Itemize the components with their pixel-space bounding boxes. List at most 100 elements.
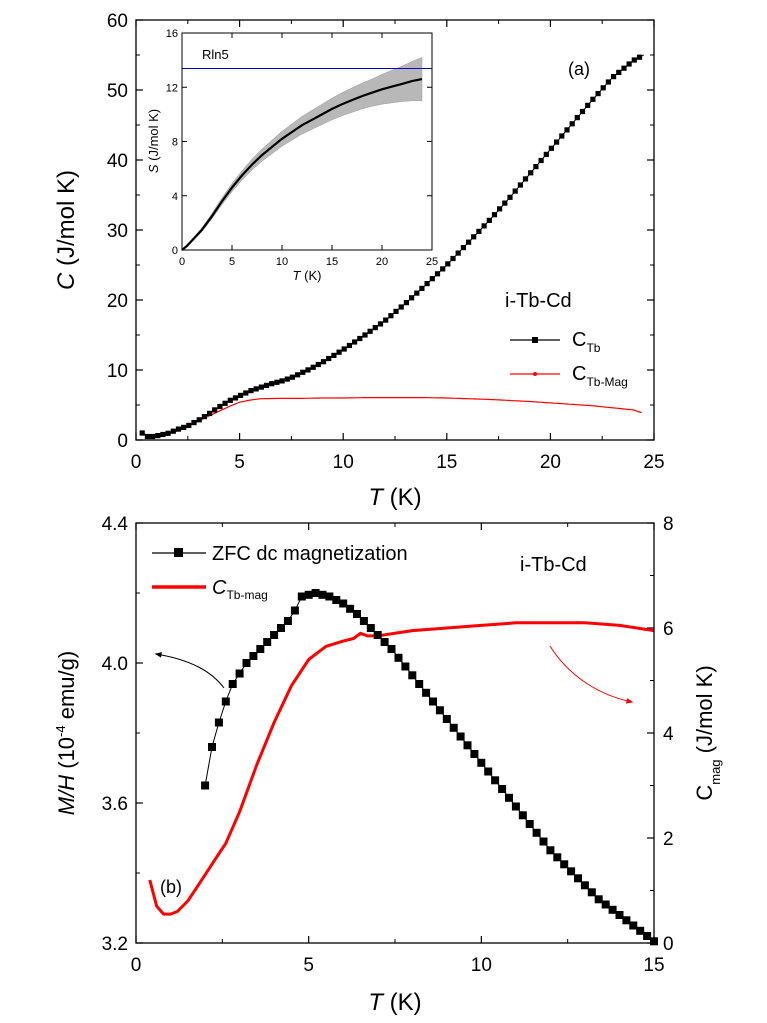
data-point-c-tb	[383, 317, 389, 323]
data-point-c-tb	[616, 69, 622, 75]
data-point-c-tb	[279, 378, 285, 384]
data-point-zfc	[353, 610, 361, 618]
data-point-zfc	[643, 932, 652, 940]
inset-y-axis-label: S (J/mol K)	[146, 109, 161, 173]
data-point-c-tb	[238, 392, 244, 398]
data-point-c-tb	[144, 433, 150, 440]
data-point-c-tb	[393, 308, 399, 314]
inset-entropy-line	[181, 78, 423, 251]
data-point-c-tb	[300, 369, 306, 375]
data-point-c-tb	[310, 364, 316, 370]
panel-b-right-tick-label: 0	[663, 934, 674, 955]
data-point-c-tb	[548, 145, 554, 151]
data-point-c-tb	[579, 108, 586, 115]
data-point-c-tb	[212, 407, 218, 413]
legend-label-c-tb: CTb	[572, 329, 601, 355]
series-line-c-tb-mag-b	[148, 621, 655, 916]
panel-b-x-tick-label: 5	[303, 955, 314, 976]
panel-b-right-axis-label: Cmag (J/mol K)	[692, 665, 723, 800]
data-point-c-tb	[554, 139, 560, 145]
data-point-zfc	[346, 604, 355, 613]
data-point-c-tb	[388, 313, 394, 319]
data-point-zfc	[277, 624, 285, 632]
data-point-c-tb	[398, 304, 404, 310]
panel-a-plot-frame	[135, 19, 655, 441]
data-point-zfc	[208, 743, 216, 751]
data-point-c-tb	[191, 420, 197, 426]
data-point-c-tb	[196, 417, 202, 423]
legend-marker-c-tb-mag	[533, 372, 537, 376]
legend-marker-zfc	[174, 548, 183, 557]
data-point-zfc	[615, 911, 624, 919]
data-point-zfc	[304, 590, 313, 599]
data-point-zfc	[456, 732, 465, 741]
inset-x-tick-label: 25	[426, 256, 438, 268]
inset-y-tick-label: 16	[166, 28, 178, 40]
data-point-c-tb	[522, 176, 529, 182]
inset-x-tick-label: 10	[276, 256, 288, 268]
data-point-zfc	[477, 758, 486, 767]
data-point-zfc	[622, 916, 631, 925]
data-point-c-tb	[481, 223, 487, 229]
data-point-zfc	[553, 853, 562, 862]
panel-a-y-tick-label: 60	[107, 11, 128, 32]
data-point-zfc	[435, 706, 444, 715]
panel-a-x-axis-label: T (K)	[368, 484, 421, 511]
legend-label-c-tb-mag: CTb-Mag	[572, 363, 628, 389]
data-point-zfc	[587, 888, 596, 897]
data-point-zfc	[498, 785, 507, 793]
arrow-to-left-axis	[154, 652, 225, 689]
data-point-c-tb	[155, 433, 161, 439]
panel-b-left-axis-label: M/H (10-4 emu/g)	[53, 651, 79, 815]
panel-b-x-tick-label: 10	[471, 955, 492, 976]
panel-b-left-tick-label: 4.4	[102, 514, 129, 535]
inset-y-tick-label: 4	[172, 191, 178, 203]
data-point-c-tb	[502, 200, 508, 206]
data-point-c-tb	[284, 376, 290, 382]
data-point-zfc	[601, 900, 610, 909]
data-point-c-tb	[491, 212, 498, 218]
panel-b-x-tick-label: 15	[643, 955, 664, 976]
data-point-zfc	[249, 652, 258, 660]
data-point-c-tb	[424, 281, 430, 287]
panel-a-x-tick-label: 20	[540, 452, 561, 473]
data-point-zfc	[270, 631, 279, 639]
data-point-c-tb	[222, 400, 228, 406]
data-point-c-tb	[243, 390, 249, 396]
panel-a-y-tick-label: 30	[107, 221, 128, 242]
data-point-c-tb	[471, 234, 477, 240]
data-point-c-tb	[274, 379, 280, 385]
data-point-c-tb	[186, 422, 192, 428]
data-point-c-tb	[631, 57, 637, 63]
inset-y-tick-label: 8	[172, 137, 178, 149]
data-point-zfc	[332, 596, 341, 604]
panel-a-y-tick-label: 10	[107, 361, 128, 382]
data-point-zfc	[263, 638, 272, 646]
data-point-c-tb	[341, 346, 347, 352]
data-point-c-tb	[357, 335, 363, 342]
data-point-c-tb	[160, 431, 166, 438]
data-point-c-tb	[320, 359, 327, 365]
data-point-c-tb	[352, 339, 358, 345]
data-point-c-tb	[150, 433, 156, 440]
data-point-zfc	[214, 718, 223, 727]
panel-a-y-tick-label: 20	[107, 291, 128, 312]
data-point-c-tb	[305, 367, 311, 373]
data-point-zfc	[228, 680, 237, 688]
panel-b-right-tick-label: 2	[663, 829, 674, 850]
inset-plot-frame	[181, 32, 433, 251]
data-point-c-tb	[170, 428, 176, 434]
data-point-c-tb	[543, 151, 549, 157]
data-point-c-tb	[445, 261, 451, 267]
data-point-c-tb	[621, 65, 627, 71]
panel-b-right-tick-label: 8	[663, 514, 674, 535]
data-point-c-tb	[419, 285, 425, 291]
data-point-zfc	[539, 837, 548, 846]
data-point-c-tb	[538, 157, 544, 164]
panel-b-legend: ZFC dc magnetization CTb-mag	[152, 543, 408, 602]
panel-b-plot-frame	[135, 522, 655, 944]
data-point-c-tb	[331, 352, 337, 358]
data-point-c-tb	[367, 328, 373, 334]
inset-y-tick-label: 0	[172, 245, 178, 257]
